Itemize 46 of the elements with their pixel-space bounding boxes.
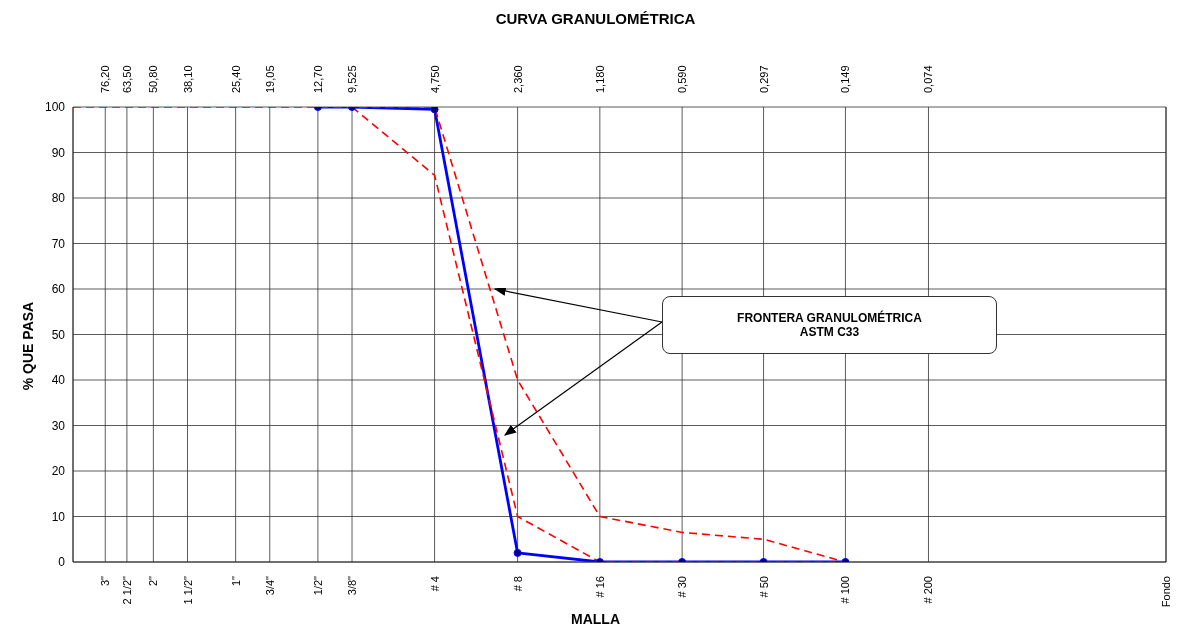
x-tick-label: 1,180	[593, 65, 606, 93]
x-tick-label: 76,20	[99, 65, 112, 93]
text: 1"	[229, 575, 242, 587]
y-tick-label: 50	[51, 327, 66, 342]
x-tick-label: 63,50	[120, 65, 133, 93]
y-tick-label: 90	[51, 145, 66, 160]
y-tick-label: 70	[51, 236, 66, 251]
chart-title: CURVA GRANULOMÉTRICA	[494, 10, 697, 27]
text: # 200	[922, 576, 935, 604]
y-tick-label: 20	[51, 464, 66, 479]
y-tick-label: 100	[44, 100, 66, 115]
x-tick-label: 9,525	[346, 65, 359, 93]
text: # 8	[511, 576, 524, 592]
text: # 16	[593, 576, 606, 598]
text: 2"	[147, 575, 160, 587]
text: # 30	[676, 576, 689, 598]
x-tick-label: 4,750	[428, 65, 441, 93]
y-axis-title: % QUE PASA	[20, 300, 36, 393]
callout-box: FRONTERA GRANULOMÉTRICA ASTM C33	[662, 296, 997, 354]
text: Fondo	[1160, 576, 1172, 608]
text: 3/4"	[263, 575, 276, 596]
y-tick-label: 40	[51, 373, 66, 388]
x-axis-title: MALLA	[570, 611, 621, 627]
x-tick-label: 50,80	[147, 65, 160, 93]
text: # 50	[757, 576, 770, 598]
text: # 4	[428, 576, 441, 592]
y-tick-label: 60	[51, 282, 66, 297]
x-tick-label: 19,05	[263, 65, 276, 93]
text: 1/2"	[311, 575, 324, 596]
y-tick-label: 10	[51, 509, 66, 524]
text: 3/8"	[346, 575, 359, 596]
text: # 100	[839, 576, 852, 604]
x-tick-label: 2,360	[511, 65, 524, 93]
y-tick-label: 80	[51, 191, 66, 206]
text: 3"	[99, 575, 112, 587]
y-tick-label: 0	[58, 555, 66, 570]
x-tick-label: 12,70	[311, 65, 324, 93]
x-tick-label: 0,074	[922, 65, 935, 93]
x-tick-label: 0,297	[757, 65, 770, 93]
x-tick-label: 0,149	[839, 65, 852, 93]
y-tick-label: 30	[51, 418, 66, 433]
text: 2 1/2"	[120, 575, 133, 605]
x-tick-label: 0,590	[676, 65, 689, 93]
x-tick-label: 38,10	[181, 65, 194, 93]
x-tick-label: 25,40	[229, 65, 242, 93]
text: 1 1/2"	[181, 575, 194, 605]
